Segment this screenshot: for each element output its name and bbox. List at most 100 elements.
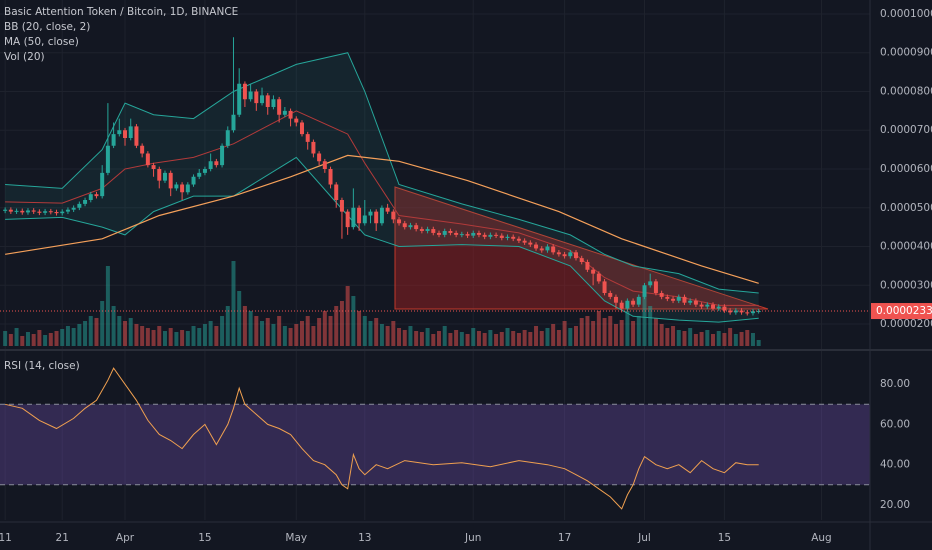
candle-body	[151, 165, 156, 170]
candle-body	[705, 304, 710, 307]
volume-bar	[574, 326, 579, 346]
candle-body	[271, 99, 276, 107]
candle-body	[568, 252, 573, 257]
candle-body	[631, 300, 636, 305]
volume-bar	[282, 326, 287, 346]
x-tick-label: Apr	[116, 532, 135, 544]
candle-body	[322, 161, 327, 170]
candle-body	[591, 269, 596, 274]
candle-body	[596, 273, 601, 282]
candle-body	[711, 304, 716, 309]
volume-bar	[231, 261, 236, 346]
rsi-tick-label: 80.00	[880, 378, 910, 390]
volume-bar	[77, 324, 82, 346]
candle-body	[436, 232, 441, 235]
candle-body	[43, 211, 48, 213]
candle-body	[756, 311, 761, 313]
candle-body	[162, 172, 167, 181]
candle-body	[94, 194, 99, 197]
candle-body	[579, 258, 584, 263]
candle-body	[454, 232, 459, 235]
candle-body	[665, 296, 670, 299]
candle-body	[339, 200, 344, 212]
candle-body	[185, 184, 190, 193]
candle-body	[65, 209, 70, 212]
volume-bar	[739, 332, 744, 346]
volume-bar	[516, 333, 521, 346]
volume-bar	[494, 334, 499, 346]
rsi-band	[0, 404, 870, 485]
rsi-tick-label: 20.00	[880, 499, 910, 511]
candle-body	[653, 281, 658, 294]
volume-bar	[117, 316, 122, 346]
candle-body	[425, 229, 430, 232]
volume-bar	[145, 328, 150, 346]
volume-bar	[436, 331, 441, 346]
candle-body	[105, 145, 110, 173]
volume-bar	[151, 330, 156, 346]
x-tick-label: 15	[718, 532, 731, 544]
volume-bar	[191, 326, 196, 346]
volume-bar	[465, 334, 470, 346]
candle-body	[248, 91, 253, 100]
volume-bar	[636, 316, 641, 346]
volume-bar	[653, 318, 658, 346]
rsi-title: RSI (14, close)	[4, 360, 80, 372]
candle-body	[745, 312, 750, 314]
y-tick-label: 0.00010000	[880, 8, 932, 20]
candle-body	[71, 207, 76, 210]
volume-bar	[619, 320, 624, 346]
candle-body	[100, 172, 105, 197]
candle-body	[722, 306, 727, 311]
volume-bar	[505, 328, 510, 346]
candle-body	[145, 153, 150, 166]
candle-body	[522, 240, 527, 243]
candle-body	[511, 236, 516, 239]
x-tick-label: 21	[56, 532, 69, 544]
candle-body	[585, 262, 590, 270]
candle-body	[157, 169, 162, 181]
candle-body	[208, 161, 213, 170]
candle-body	[128, 126, 133, 138]
candle-body	[414, 225, 419, 230]
volume-bar	[471, 328, 476, 346]
volume-bar	[688, 328, 693, 346]
candle-body	[311, 141, 316, 154]
volume-bar	[277, 316, 282, 346]
last-price-box	[871, 303, 932, 320]
y-tick-label: 0.00007000	[880, 124, 932, 136]
x-tick-label: Jun	[464, 532, 481, 544]
volume-bar	[579, 318, 584, 346]
candle-body	[288, 110, 293, 119]
volume-bar	[351, 296, 356, 346]
volume-bar	[716, 331, 721, 346]
candle-body	[528, 242, 533, 245]
y-tick-label: 0.00006000	[880, 163, 932, 175]
candle-body	[3, 209, 8, 211]
volume-bar	[88, 316, 93, 346]
candle-body	[562, 254, 567, 257]
candle-body	[299, 122, 304, 135]
candle-body	[174, 184, 179, 189]
candle-body	[613, 296, 618, 303]
candle-body	[442, 231, 447, 235]
candle-body	[671, 298, 676, 301]
y-tick-label: 0.00009000	[880, 47, 932, 59]
volume-bar	[379, 324, 384, 346]
candle-body	[374, 211, 379, 224]
candle-body	[265, 95, 270, 107]
volume-bar	[551, 324, 556, 346]
volume-bar	[83, 321, 88, 346]
candle-body	[294, 118, 299, 123]
candle-body	[317, 153, 322, 162]
candle-body	[699, 304, 704, 307]
candle-body	[636, 296, 641, 305]
candle-body	[123, 130, 128, 138]
volume-bar	[299, 321, 304, 346]
volume-bar	[368, 321, 373, 346]
candle-body	[31, 210, 36, 212]
candle-body	[260, 95, 265, 104]
candle-body	[14, 210, 19, 212]
volume-bar	[174, 332, 179, 346]
volume-bar	[111, 306, 116, 346]
